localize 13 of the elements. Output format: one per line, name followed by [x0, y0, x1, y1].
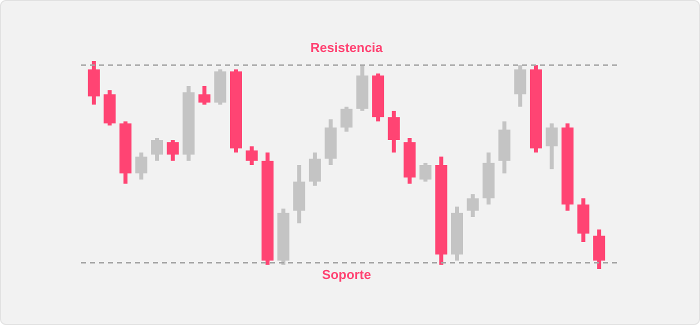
candlestick [388, 110, 400, 153]
candlestick [151, 138, 164, 161]
candlestick [198, 86, 210, 105]
candlestick [466, 194, 479, 217]
ref-line-label: Soporte [322, 266, 372, 282]
candlestick [135, 152, 148, 180]
candlestick [246, 146, 258, 165]
candlestick [166, 140, 179, 161]
candlestick [308, 152, 321, 186]
candlestick [340, 106, 352, 132]
ref-line-label: Resistencia [310, 40, 384, 56]
candlestick [419, 162, 432, 182]
candlestick [546, 123, 558, 170]
